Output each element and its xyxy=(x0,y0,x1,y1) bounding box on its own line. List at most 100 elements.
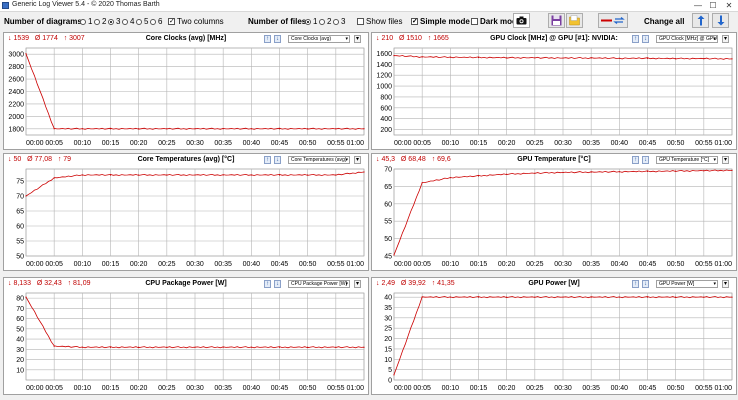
number-of-files-label: Number of files xyxy=(248,17,307,26)
panel-menu-button[interactable]: ▾ xyxy=(354,35,361,43)
y-tick-label: 1600 xyxy=(376,51,392,58)
series-select[interactable]: GPU Clock [MHz] @ GPU xyxy=(656,35,718,43)
x-tick-label: 00:10 xyxy=(442,385,460,392)
panel-menu-button[interactable]: ▾ xyxy=(354,280,361,288)
stat-min: ↓ 210 xyxy=(376,35,394,42)
diagrams-radio-1[interactable]: 1 xyxy=(80,17,92,26)
core-clocks-panel: ↓ 1539 Ø 1774 ↑ 3007 Core Clocks (avg) [… xyxy=(3,32,369,150)
files-radio-1[interactable]: 1 xyxy=(305,17,317,26)
move-panel-down-button[interactable]: ↓ xyxy=(642,280,649,288)
diagrams-radio-4[interactable]: 4 xyxy=(122,17,134,26)
data-point xyxy=(138,174,140,176)
x-tick-label: 01:00 xyxy=(714,140,732,147)
panel-menu-button[interactable]: ▾ xyxy=(722,35,729,43)
panel-title: GPU Power [W] xyxy=(528,280,580,287)
series-select[interactable]: CPU Package Power [W] xyxy=(288,280,350,288)
x-tick-label: 01:00 xyxy=(714,261,732,268)
data-point xyxy=(449,177,451,179)
panel-menu-button[interactable]: ▾ xyxy=(354,156,361,164)
save-button[interactable] xyxy=(548,13,565,28)
data-point xyxy=(590,296,592,298)
data-point xyxy=(562,171,564,174)
gpu-clock-chart: 200 400 600 800 1000 1200 1400 1600 00:00 00:05 00… xyxy=(376,47,733,147)
x-tick-label: 00:10 xyxy=(74,140,92,147)
diagrams-radio-2[interactable]: 2 xyxy=(94,17,106,26)
panel-menu-button[interactable]: ▾ xyxy=(722,280,729,288)
y-tick-label: 20 xyxy=(16,357,24,364)
move-panel-down-button[interactable]: ↓ xyxy=(274,156,281,164)
minimize-button[interactable]: — xyxy=(694,1,702,10)
series-select[interactable]: GPU Power [W] xyxy=(656,280,718,288)
data-point xyxy=(53,345,55,347)
x-tick-label: 00:25 xyxy=(158,261,176,268)
two-columns-checkbox[interactable]: ✓ Two columns xyxy=(168,17,224,26)
move-panel-down-button[interactable]: ↓ xyxy=(642,35,649,43)
series-select[interactable]: Core Clocks (avg) xyxy=(288,35,350,43)
close-button[interactable]: ✕ xyxy=(725,1,733,10)
x-tick-label: 00:50 xyxy=(667,140,685,147)
data-point xyxy=(307,128,309,130)
data-point xyxy=(138,128,140,130)
stat-avg: Ø 1774 xyxy=(34,35,58,42)
diagrams-radio-6[interactable]: 6 xyxy=(150,17,162,26)
move-down-button[interactable] xyxy=(712,13,729,28)
diagrams-radio-5[interactable]: 5 xyxy=(136,17,148,26)
panel-header: ↓ 1539 Ø 1774 ↑ 3007 Core Clocks (avg) [… xyxy=(4,33,368,45)
panel-header: ↓ 8,133 Ø 32,43 ↑ 81,09 CPU Package Powe… xyxy=(4,278,368,290)
move-panel-down-button[interactable]: ↓ xyxy=(274,35,281,43)
gpu-power-panel: ↓ 2,49 Ø 39,92 ↑ 41,35 GPU Power [W] ↑ ↓… xyxy=(371,277,737,395)
move-panel-down-button[interactable]: ↓ xyxy=(642,156,649,164)
move-panel-up-button[interactable]: ↑ xyxy=(632,280,639,288)
stat-min: ↓ 8,133 xyxy=(8,280,31,287)
panel-header: ↓ 2,49 Ø 39,92 ↑ 41,35 GPU Power [W] ↑ ↓… xyxy=(372,278,736,290)
data-point xyxy=(703,170,705,172)
stat-avg: Ø 77,08 xyxy=(27,156,52,163)
y-tick-label: 60 xyxy=(16,316,24,323)
move-panel-up-button[interactable]: ↑ xyxy=(632,156,639,164)
move-panel-up-button[interactable]: ↑ xyxy=(264,280,271,288)
show-files-checkbox[interactable]: Show files xyxy=(357,17,402,26)
data-point xyxy=(646,296,649,298)
panel-menu-button[interactable]: ▾ xyxy=(722,156,729,164)
series-select[interactable]: GPU Temperature [°C] xyxy=(656,156,718,164)
simple-mode-checkbox[interactable]: ✓ Simple mode xyxy=(411,17,470,26)
y-tick-label: 30 xyxy=(384,315,392,322)
stat-avg: Ø 39,92 xyxy=(400,280,426,287)
data-point xyxy=(449,56,451,58)
series-select[interactable]: Core Temperatures (avg) xyxy=(288,156,350,164)
y-tick-label: 2400 xyxy=(8,89,24,96)
panel-header: ↓ 210 Ø 1510 ↑ 1665 GPU Clock [MHz] @ GP… xyxy=(372,33,736,45)
move-panel-up-button[interactable]: ↑ xyxy=(264,35,271,43)
x-tick-label: 01:00 xyxy=(346,140,364,147)
maximize-button[interactable]: ☐ xyxy=(709,1,717,10)
x-tick-label: 00:55 xyxy=(695,140,713,147)
core-clocks-chart: 1800 2000 2200 2400 2600 2800 3000 00:00 00:05 00… xyxy=(8,47,365,147)
stat-avg: Ø 1510 xyxy=(398,35,422,42)
panel-stats: ↓ 210 Ø 1510 ↑ 1665 xyxy=(376,35,449,42)
floppy-disk-icon xyxy=(551,15,562,26)
data-point xyxy=(166,346,168,348)
data-point xyxy=(618,57,620,59)
files-radio-3[interactable]: 3 xyxy=(333,17,345,26)
move-panel-down-button[interactable]: ↓ xyxy=(274,280,281,288)
x-tick-label: 00:20 xyxy=(498,261,516,268)
x-tick-label: 00:10 xyxy=(442,261,460,268)
gpu-power-chart: 0 5 10 15 20 25 30 35 40 00:00 00:05 00:10 00:15 00:2… xyxy=(384,292,733,392)
diagrams-radio-3[interactable]: 3 xyxy=(108,17,120,26)
move-panel-up-button[interactable]: ↑ xyxy=(632,35,639,43)
panel-stats: ↓ 2,49 Ø 39,92 ↑ 41,35 xyxy=(376,280,455,287)
line-style-button[interactable] xyxy=(598,13,628,28)
move-panel-up-button[interactable]: ↑ xyxy=(264,156,271,164)
screenshot-button[interactable] xyxy=(513,13,530,28)
data-point xyxy=(81,346,83,348)
app-icon xyxy=(2,2,9,9)
open-file-button[interactable] xyxy=(566,13,583,28)
files-radio-2[interactable]: 2 xyxy=(319,17,331,26)
y-tick-label: 70 xyxy=(16,194,24,201)
move-up-button[interactable] xyxy=(692,13,709,28)
dark-mode-checkbox[interactable]: Dark mod xyxy=(471,17,517,26)
y-tick-label: 400 xyxy=(380,116,392,123)
y-tick-label: 1400 xyxy=(376,62,392,69)
data-point xyxy=(449,296,451,298)
data-point xyxy=(393,374,395,376)
